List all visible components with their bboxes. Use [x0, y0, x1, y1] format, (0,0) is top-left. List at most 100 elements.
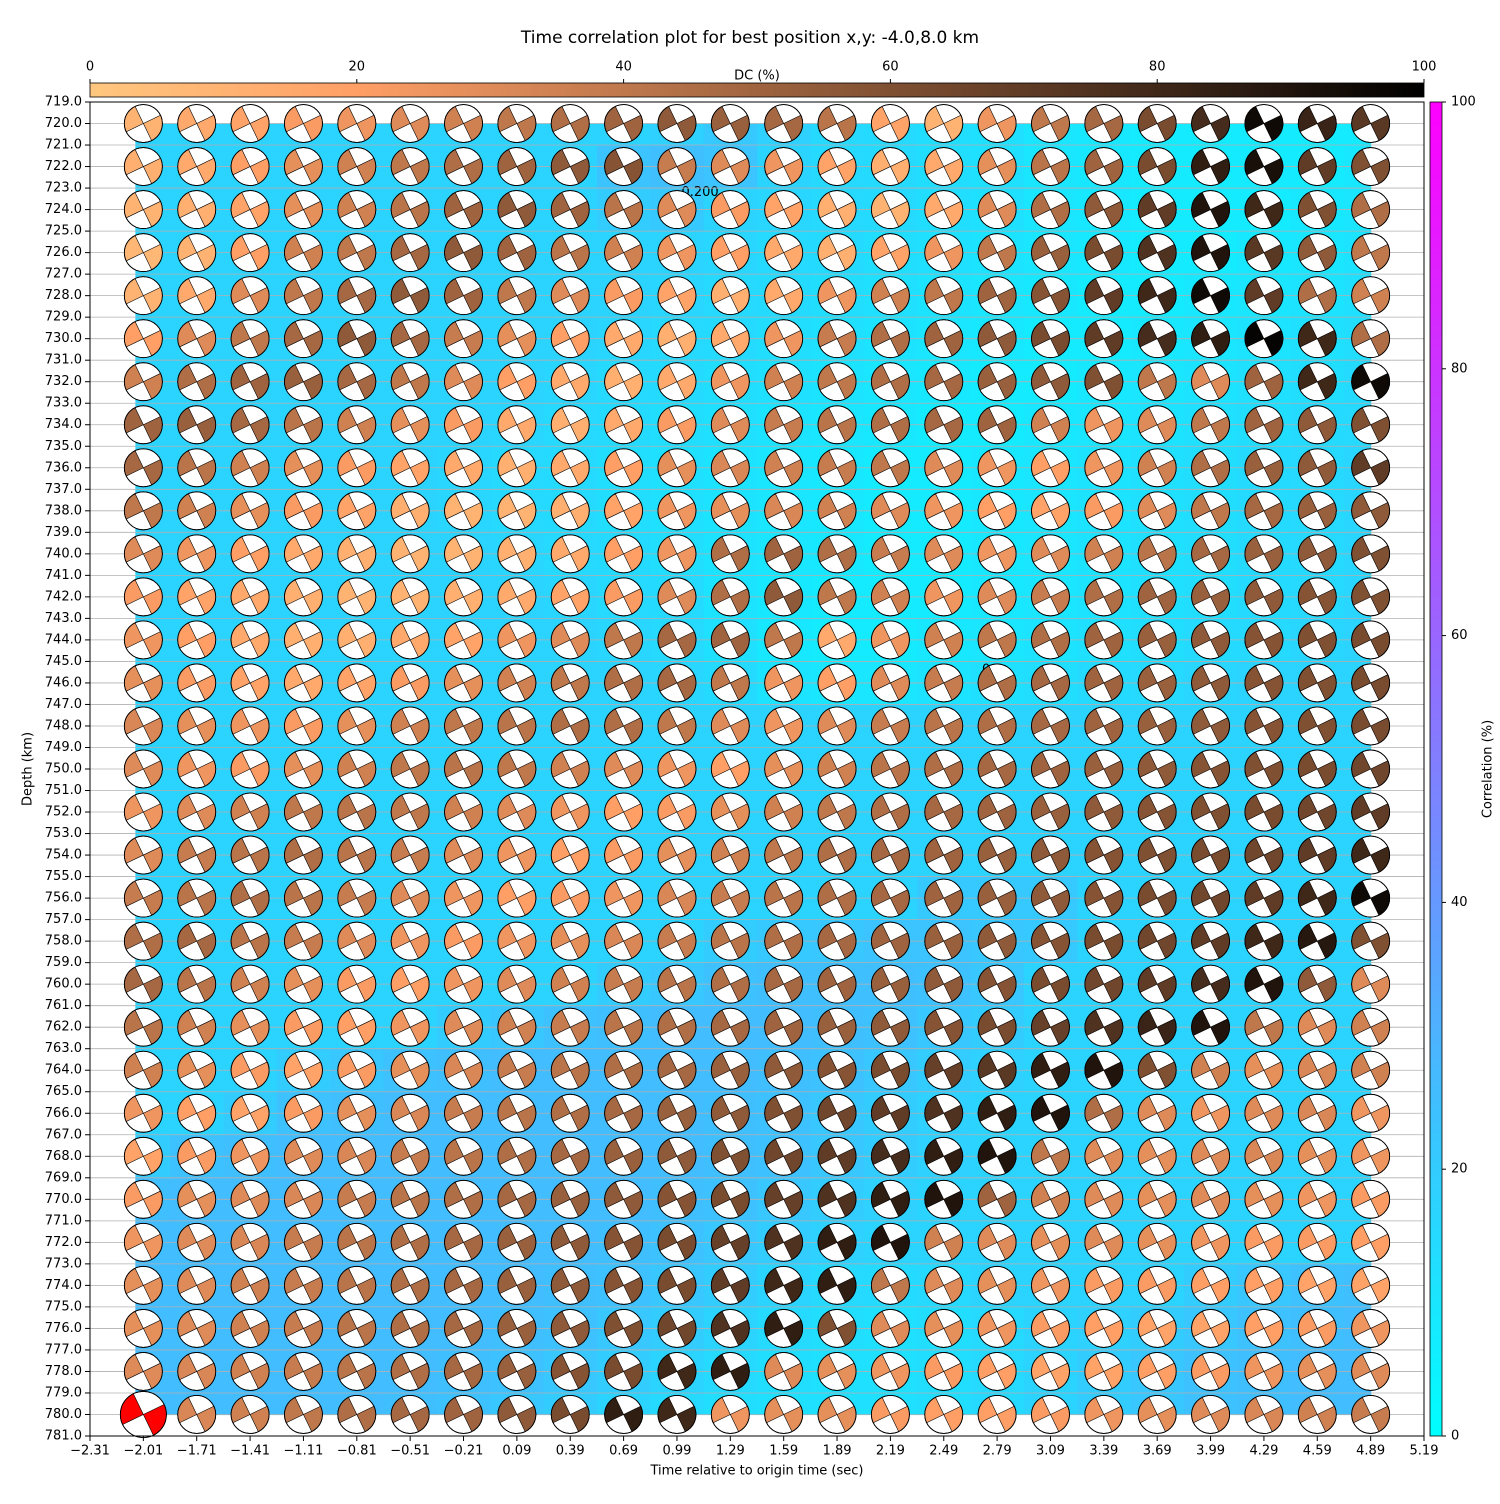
beachball — [283, 405, 323, 445]
beachball — [870, 104, 910, 143]
beachball — [123, 362, 163, 402]
beachball — [1351, 1179, 1391, 1219]
beachball — [550, 1308, 590, 1348]
beachball — [230, 491, 270, 531]
beachball — [390, 577, 430, 617]
beachball — [1244, 835, 1284, 875]
beachball — [817, 921, 857, 961]
beachball — [177, 362, 217, 402]
beachball — [1084, 577, 1124, 617]
beachball — [497, 1007, 537, 1047]
beachball — [1191, 362, 1231, 402]
beachball — [1137, 1222, 1177, 1262]
beachball — [177, 405, 217, 445]
beachball — [283, 147, 323, 186]
y-tick-label: 728.0 — [45, 288, 82, 303]
x-tick-label: 5.19 — [1410, 1444, 1439, 1459]
beachball — [123, 1179, 163, 1219]
beachball — [337, 749, 377, 789]
beachball — [764, 1093, 804, 1133]
x-tick-label: 3.99 — [1196, 1444, 1225, 1459]
beachball — [230, 1222, 270, 1262]
beachball — [977, 620, 1017, 660]
beachball — [177, 1352, 217, 1391]
beachball — [497, 878, 537, 918]
beachball — [444, 534, 483, 574]
beachball — [390, 491, 430, 531]
beachball — [1244, 1352, 1284, 1391]
beachball — [764, 362, 804, 402]
beachball — [977, 319, 1017, 359]
beachball — [1244, 1050, 1284, 1090]
beachball — [230, 706, 270, 746]
beachball — [497, 276, 537, 316]
correlation-colorbar-tick-label: 100 — [1451, 95, 1476, 110]
beachball — [977, 792, 1017, 832]
beachball — [657, 921, 697, 961]
beachball — [1191, 921, 1231, 961]
beachball — [1244, 276, 1284, 316]
beachball — [1084, 104, 1124, 143]
x-tick-label: −0.81 — [337, 1444, 377, 1459]
beachball — [977, 448, 1017, 488]
beachball — [230, 534, 270, 574]
y-tick-label: 756.0 — [45, 891, 82, 906]
beachball — [390, 1007, 430, 1047]
beachball — [710, 1136, 750, 1176]
beachball — [1084, 620, 1124, 660]
y-tick-label: 744.0 — [45, 632, 82, 647]
beachball — [1084, 233, 1124, 273]
beachball — [1191, 1265, 1231, 1305]
beachball — [604, 1093, 644, 1133]
y-tick-label: 745.0 — [45, 654, 82, 669]
dc-colorbar-tick-label: 100 — [1412, 60, 1437, 75]
beachball — [1297, 577, 1337, 617]
beachball — [1137, 362, 1177, 402]
beachball — [1031, 1007, 1070, 1047]
beachball — [764, 491, 804, 531]
beachball — [550, 319, 590, 359]
y-tick-label: 774.0 — [45, 1278, 82, 1293]
beachball — [177, 878, 217, 918]
beachball — [390, 663, 430, 703]
beachball — [390, 706, 430, 746]
beachball — [1191, 1093, 1231, 1133]
beachball — [337, 878, 377, 918]
beachball — [710, 362, 750, 402]
beachball — [1191, 749, 1231, 789]
beachball — [817, 792, 857, 832]
beachball — [710, 792, 750, 832]
beachball — [390, 147, 430, 186]
beachball — [497, 104, 537, 143]
beachball — [710, 964, 750, 1004]
beachball — [1191, 1308, 1231, 1348]
beachball — [817, 1222, 857, 1262]
beachball — [123, 405, 163, 445]
beachball — [977, 1222, 1017, 1262]
x-tick-label: 2.79 — [983, 1444, 1012, 1459]
beachball — [390, 749, 430, 789]
beachball — [550, 104, 590, 143]
beachball — [1244, 319, 1284, 359]
beachball — [1191, 1136, 1231, 1176]
beachball — [710, 147, 750, 186]
beachball — [1031, 1179, 1070, 1219]
beachball — [337, 534, 377, 574]
beachball — [1244, 104, 1284, 143]
beachball — [1244, 362, 1284, 402]
beachball — [1244, 921, 1284, 961]
beachball — [1031, 749, 1070, 789]
beachball — [390, 190, 430, 230]
beachball — [337, 276, 377, 316]
beachball — [1084, 1093, 1124, 1133]
beachball — [817, 362, 857, 402]
beachball — [123, 1265, 163, 1305]
beachball — [870, 534, 910, 574]
beachball — [1031, 1222, 1070, 1262]
x-tick-label: 3.69 — [1143, 1444, 1172, 1459]
dc-colorbar-tick-label: 60 — [882, 60, 899, 75]
beachball — [337, 405, 377, 445]
beachball — [1244, 1007, 1284, 1047]
y-tick-label: 736.0 — [45, 460, 82, 475]
beachball — [1084, 1007, 1124, 1047]
